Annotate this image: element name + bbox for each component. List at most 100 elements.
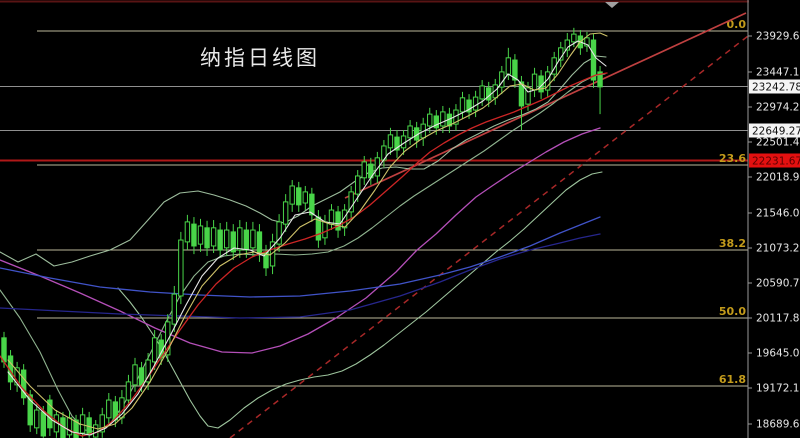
y-axis-background <box>749 0 800 438</box>
candle <box>210 227 217 247</box>
candle <box>27 394 33 426</box>
candle <box>204 227 210 249</box>
candle <box>512 59 518 81</box>
y-axis-label: 22018.90 <box>756 172 800 184</box>
candle <box>289 185 295 205</box>
candle <box>184 221 191 243</box>
candle <box>433 115 440 129</box>
candle <box>1 337 7 363</box>
trend-lines <box>229 12 749 438</box>
candle <box>571 33 577 43</box>
candle <box>564 39 570 51</box>
candle <box>328 209 335 225</box>
candle <box>66 417 73 436</box>
ma-yellow <box>7 32 608 430</box>
candle <box>178 239 184 297</box>
candle <box>282 201 289 225</box>
price-box <box>749 123 800 138</box>
bollinger-middle-band <box>0 73 606 433</box>
candle <box>374 157 381 177</box>
candle <box>505 57 512 75</box>
candle <box>224 229 230 249</box>
candle <box>99 414 105 433</box>
candle <box>355 175 361 195</box>
candle <box>597 71 603 88</box>
candle <box>191 223 197 247</box>
fib-label: 38.2 <box>719 237 746 250</box>
candle <box>171 293 178 325</box>
candle <box>197 225 204 245</box>
y-axis-label: 20590.70 <box>756 278 800 290</box>
candle <box>145 359 151 383</box>
candle <box>138 367 145 386</box>
candle <box>466 99 472 113</box>
y-axis-label: 23929.60 <box>756 31 800 43</box>
candle <box>361 161 367 179</box>
y-axis-label: 19645.00 <box>756 348 800 360</box>
candle <box>296 187 302 206</box>
fib-label: 0.0 <box>727 18 747 31</box>
ma-white <box>7 40 607 436</box>
candle <box>237 227 243 251</box>
indicator-lines-above <box>0 32 608 437</box>
price-box-label: 22649.27 <box>752 126 800 138</box>
candle <box>590 39 597 81</box>
candle <box>459 97 466 113</box>
bollinger-upper-band <box>0 55 607 267</box>
candle <box>348 191 354 213</box>
bollinger-lower-band <box>117 171 603 429</box>
ma-blue <box>0 216 601 298</box>
price-box <box>749 79 800 94</box>
candle <box>125 381 132 401</box>
candle <box>440 111 446 127</box>
price-box-label: 23242.78 <box>752 82 800 94</box>
y-axis-label: 21546.05 <box>756 208 800 220</box>
candle <box>132 364 138 386</box>
candle <box>322 221 328 239</box>
candle <box>472 96 479 111</box>
y-axis-label: 22501.40 <box>756 137 800 149</box>
y-axis-label: 22974.25 <box>756 102 800 114</box>
price-box-label: 22231.67 <box>752 156 800 168</box>
candle <box>486 87 492 101</box>
candle <box>531 73 538 91</box>
candle <box>551 57 557 75</box>
candle <box>518 81 525 107</box>
candle <box>525 87 531 105</box>
candle <box>394 136 400 151</box>
candle <box>276 221 282 245</box>
candle <box>93 424 99 438</box>
candle <box>584 37 590 47</box>
y-axis: 23929.60 23447.10 22974.25 22501.40 22018.90… <box>747 0 800 438</box>
scroll-marker <box>605 2 619 8</box>
candles <box>1 27 603 438</box>
candle <box>256 231 263 255</box>
candle <box>269 241 276 267</box>
y-axis-label: 18689.65 <box>756 419 800 431</box>
candle <box>106 399 112 419</box>
candle <box>387 134 394 149</box>
candle <box>165 321 171 356</box>
y-axis-label: 21073.20 <box>756 243 800 255</box>
candle <box>230 231 236 253</box>
candle <box>151 337 158 363</box>
candle <box>243 229 250 251</box>
candle <box>479 85 485 100</box>
price-box <box>749 153 800 168</box>
price-level-lines <box>0 86 748 162</box>
y-axis-label: 19172.15 <box>756 383 800 395</box>
candle <box>427 113 433 127</box>
candle <box>20 369 27 399</box>
candle <box>335 211 341 231</box>
ma-magenta <box>0 127 601 354</box>
candle <box>250 229 256 249</box>
candle <box>341 209 348 229</box>
indicator-lines-below <box>0 55 607 433</box>
candle <box>309 193 315 216</box>
candle <box>217 229 223 251</box>
candle <box>302 191 309 204</box>
candle <box>34 409 40 429</box>
candle <box>407 125 413 139</box>
